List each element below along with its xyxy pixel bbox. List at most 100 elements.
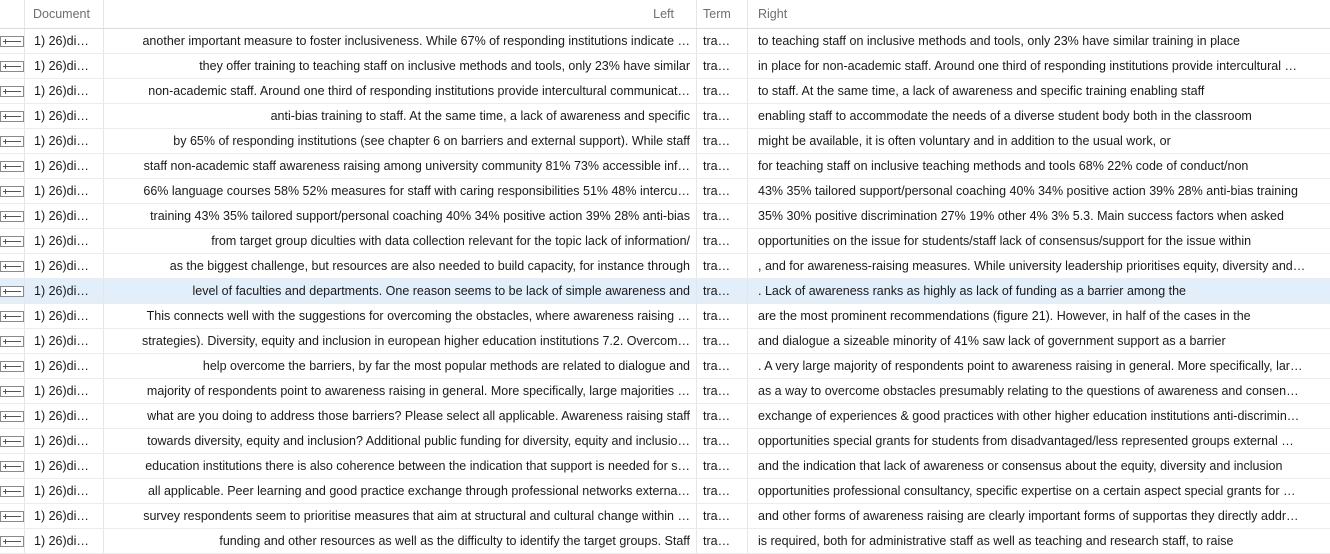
cell-term-text: tra… <box>703 309 731 323</box>
cell-term: tra… <box>697 129 748 153</box>
cell-right-context: in place for non-academic staff. Around … <box>748 54 1330 78</box>
cell-right-text: and dialogue a sizeable minority of 41% … <box>758 334 1226 348</box>
plus-box-icon[interactable] <box>0 410 24 422</box>
plus-box-icon[interactable] <box>0 235 24 247</box>
table-row[interactable]: 1) 26)di… survey respondents seem to prio… <box>0 504 1330 529</box>
row-expander[interactable] <box>0 179 25 203</box>
column-header-left[interactable]: Left <box>104 0 697 28</box>
column-header-term-label: Term <box>703 7 731 21</box>
table-row[interactable]: 1) 26)di… 66% language courses 58% 52% me… <box>0 179 1330 204</box>
plus-box-icon[interactable] <box>0 310 24 322</box>
row-expander[interactable] <box>0 29 25 53</box>
table-row[interactable]: 1) 26)di… level of faculties and departme… <box>0 279 1330 304</box>
cell-document-text: 1) 26)di… <box>34 209 89 223</box>
cell-term-text: tra… <box>703 509 731 523</box>
plus-box-icon[interactable] <box>0 510 24 522</box>
plus-box-icon[interactable] <box>0 135 24 147</box>
plus-box-icon[interactable] <box>0 460 24 472</box>
row-expander[interactable] <box>0 479 25 503</box>
column-header-term[interactable]: Term <box>697 0 748 28</box>
plus-box-icon[interactable] <box>0 60 24 72</box>
row-expander[interactable] <box>0 429 25 453</box>
plus-box-icon[interactable] <box>0 435 24 447</box>
plus-box-icon[interactable] <box>0 85 24 97</box>
plus-box-icon[interactable] <box>0 260 24 272</box>
plus-box-icon[interactable] <box>0 485 24 497</box>
plus-box-icon[interactable] <box>0 35 24 47</box>
cell-document: 1) 26)di… <box>25 454 104 478</box>
cell-term: tra… <box>697 79 748 103</box>
cell-left-context: training 43% 35% tailored support/person… <box>104 204 697 228</box>
plus-box-icon[interactable] <box>0 285 24 297</box>
cell-document: 1) 26)di… <box>25 229 104 253</box>
plus-box-icon[interactable] <box>0 335 24 347</box>
cell-term: tra… <box>697 54 748 78</box>
cell-right-text: exchange of experiences & good practices… <box>758 409 1300 423</box>
row-expander[interactable] <box>0 454 25 478</box>
cell-right-context: and the indication that lack of awarenes… <box>748 454 1330 478</box>
row-expander[interactable] <box>0 129 25 153</box>
row-expander[interactable] <box>0 504 25 528</box>
row-expander[interactable] <box>0 279 25 303</box>
plus-box-icon[interactable] <box>0 110 24 122</box>
cell-document-text: 1) 26)di… <box>34 434 89 448</box>
cell-term: tra… <box>697 429 748 453</box>
cell-left-text: strategies). Diversity, equity and inclu… <box>142 334 690 348</box>
table-row[interactable]: 1) 26)di… by 65% of responding institutio… <box>0 129 1330 154</box>
row-expander[interactable] <box>0 329 25 353</box>
table-row[interactable]: 1) 26)di… as the biggest challenge, but r… <box>0 254 1330 279</box>
table-header: Document Left Term Right <box>0 0 1330 29</box>
table-row[interactable]: 1) 26)di… majority of respondents point t… <box>0 379 1330 404</box>
cell-term: tra… <box>697 379 748 403</box>
table-row[interactable]: 1) 26)di… another important measure to fo… <box>0 29 1330 54</box>
cell-left-context: This connects well with the suggestions … <box>104 304 697 328</box>
cell-right-text: might be available, it is often voluntar… <box>758 134 1171 148</box>
cell-left-text: what are you doing to address those barr… <box>147 409 690 423</box>
row-expander[interactable] <box>0 204 25 228</box>
row-expander[interactable] <box>0 154 25 178</box>
plus-box-icon[interactable] <box>0 185 24 197</box>
row-expander[interactable] <box>0 254 25 278</box>
table-row[interactable]: 1) 26)di… staff non-academic staff awaren… <box>0 154 1330 179</box>
table-row[interactable]: 1) 26)di… they offer training to teaching… <box>0 54 1330 79</box>
row-expander[interactable] <box>0 104 25 128</box>
cell-right-context: are the most prominent recommendations (… <box>748 304 1330 328</box>
plus-box-icon[interactable] <box>0 160 24 172</box>
column-header-document-label: Document <box>33 7 90 21</box>
plus-box-icon[interactable] <box>0 535 24 547</box>
table-row[interactable]: 1) 26)di… what are you doing to address t… <box>0 404 1330 429</box>
plus-box-icon[interactable] <box>0 210 24 222</box>
table-row[interactable]: 1) 26)di… towards diversity, equity and i… <box>0 429 1330 454</box>
row-expander[interactable] <box>0 354 25 378</box>
row-expander[interactable] <box>0 379 25 403</box>
cell-left-context: non-academic staff. Around one third of … <box>104 79 697 103</box>
table-row[interactable]: 1) 26)di… from target group diculties wit… <box>0 229 1330 254</box>
row-expander[interactable] <box>0 229 25 253</box>
row-expander[interactable] <box>0 54 25 78</box>
table-row[interactable]: 1) 26)di… all applicable. Peer learning a… <box>0 479 1330 504</box>
table-row[interactable]: 1) 26)di… education institutions there is… <box>0 454 1330 479</box>
cell-right-text: , and for awareness-raising measures. Wh… <box>758 259 1306 273</box>
plus-box-icon[interactable] <box>0 360 24 372</box>
table-row[interactable]: 1) 26)di… training 43% 35% tailored suppo… <box>0 204 1330 229</box>
column-header-right[interactable]: Right <box>748 0 1330 28</box>
row-expander[interactable] <box>0 304 25 328</box>
cell-left-context: strategies). Diversity, equity and inclu… <box>104 329 697 353</box>
cell-right-context: . Lack of awareness ranks as highly as l… <box>748 279 1330 303</box>
column-header-document[interactable]: Document <box>25 0 104 28</box>
table-row[interactable]: 1) 26)di… strategies). Diversity, equity … <box>0 329 1330 354</box>
cell-term-text: tra… <box>703 334 731 348</box>
cell-term: tra… <box>697 504 748 528</box>
plus-box-icon[interactable] <box>0 385 24 397</box>
table-row[interactable]: 1) 26)di… This connects well with the sug… <box>0 304 1330 329</box>
cell-right-context: and other forms of awareness raising are… <box>748 504 1330 528</box>
row-expander[interactable] <box>0 79 25 103</box>
row-expander[interactable] <box>0 404 25 428</box>
table-row[interactable]: 1) 26)di… funding and other resources as … <box>0 529 1330 554</box>
row-expander[interactable] <box>0 529 25 553</box>
cell-left-context: another important measure to foster incl… <box>104 29 697 53</box>
table-row[interactable]: 1) 26)di… non-academic staff. Around one … <box>0 79 1330 104</box>
table-row[interactable]: 1) 26)di… help overcome the barriers, by … <box>0 354 1330 379</box>
table-row[interactable]: 1) 26)di… anti-bias training to staff. At… <box>0 104 1330 129</box>
